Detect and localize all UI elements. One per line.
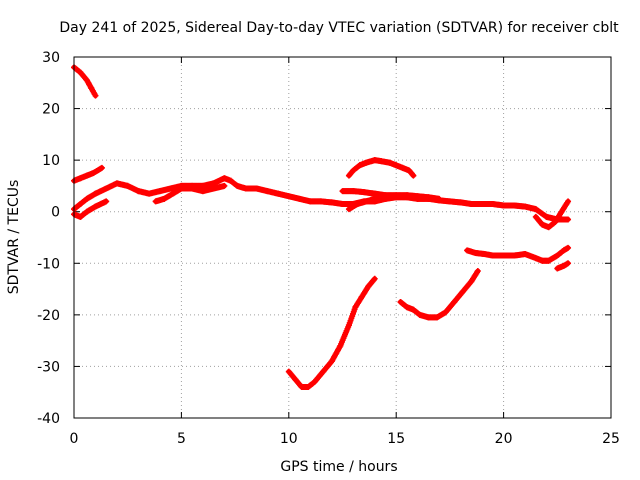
data-points [71,64,572,391]
data-point [393,193,400,200]
data-point [565,244,572,251]
y-axis-label: SDTVAR / TECUs [6,180,22,295]
series-arc-3 [71,175,282,213]
y-tick-label: -10 [37,256,60,272]
x-tick-label: 0 [70,431,79,447]
chart-title: Day 241 of 2025, Sidereal Day-to-day VTE… [59,20,619,36]
y-tick-label: 30 [42,50,60,66]
grid-lines [74,57,611,418]
series-arc-11 [464,244,572,264]
series-arc-9 [345,193,400,213]
y-tick-label: -20 [37,308,60,324]
data-point [98,164,105,171]
y-tick-label: 0 [51,205,60,221]
y-tick-labels: -40 -30 -20 -10 0 10 20 30 [37,50,60,427]
x-tick-label: 5 [177,431,186,447]
series-arc-2 [71,164,105,184]
y-tick-label: 20 [42,102,60,118]
series-arc-4 [71,198,110,220]
x-tick-label: 25 [602,431,620,447]
data-point [436,195,443,202]
axis-ticks [73,56,612,419]
series-arc-13 [285,275,378,391]
x-tick-label: 10 [280,431,298,447]
y-tick-label: -40 [37,411,60,427]
data-point [103,198,110,205]
series-arc-12 [554,260,572,272]
y-tick-label: 10 [42,153,60,169]
series-arc-5 [152,182,228,205]
data-point [565,260,572,267]
data-point [474,268,481,275]
data-point [92,92,99,99]
series-arc-14 [397,268,481,321]
series-arc-10 [532,198,572,231]
data-point [565,216,572,223]
series-arc-1 [71,64,99,99]
x-tick-label: 20 [495,431,513,447]
data-point [221,182,228,189]
data-point [565,198,572,205]
series-arc-8 [345,157,417,179]
y-tick-label: -30 [37,359,60,375]
data-point [371,275,378,282]
x-axis-label: GPS time / hours [280,459,397,475]
plot-frame [73,56,612,419]
data-point [370,276,377,283]
x-tick-labels: 0 5 10 15 20 25 [70,431,620,447]
x-tick-label: 15 [387,431,405,447]
data-point [410,172,417,179]
